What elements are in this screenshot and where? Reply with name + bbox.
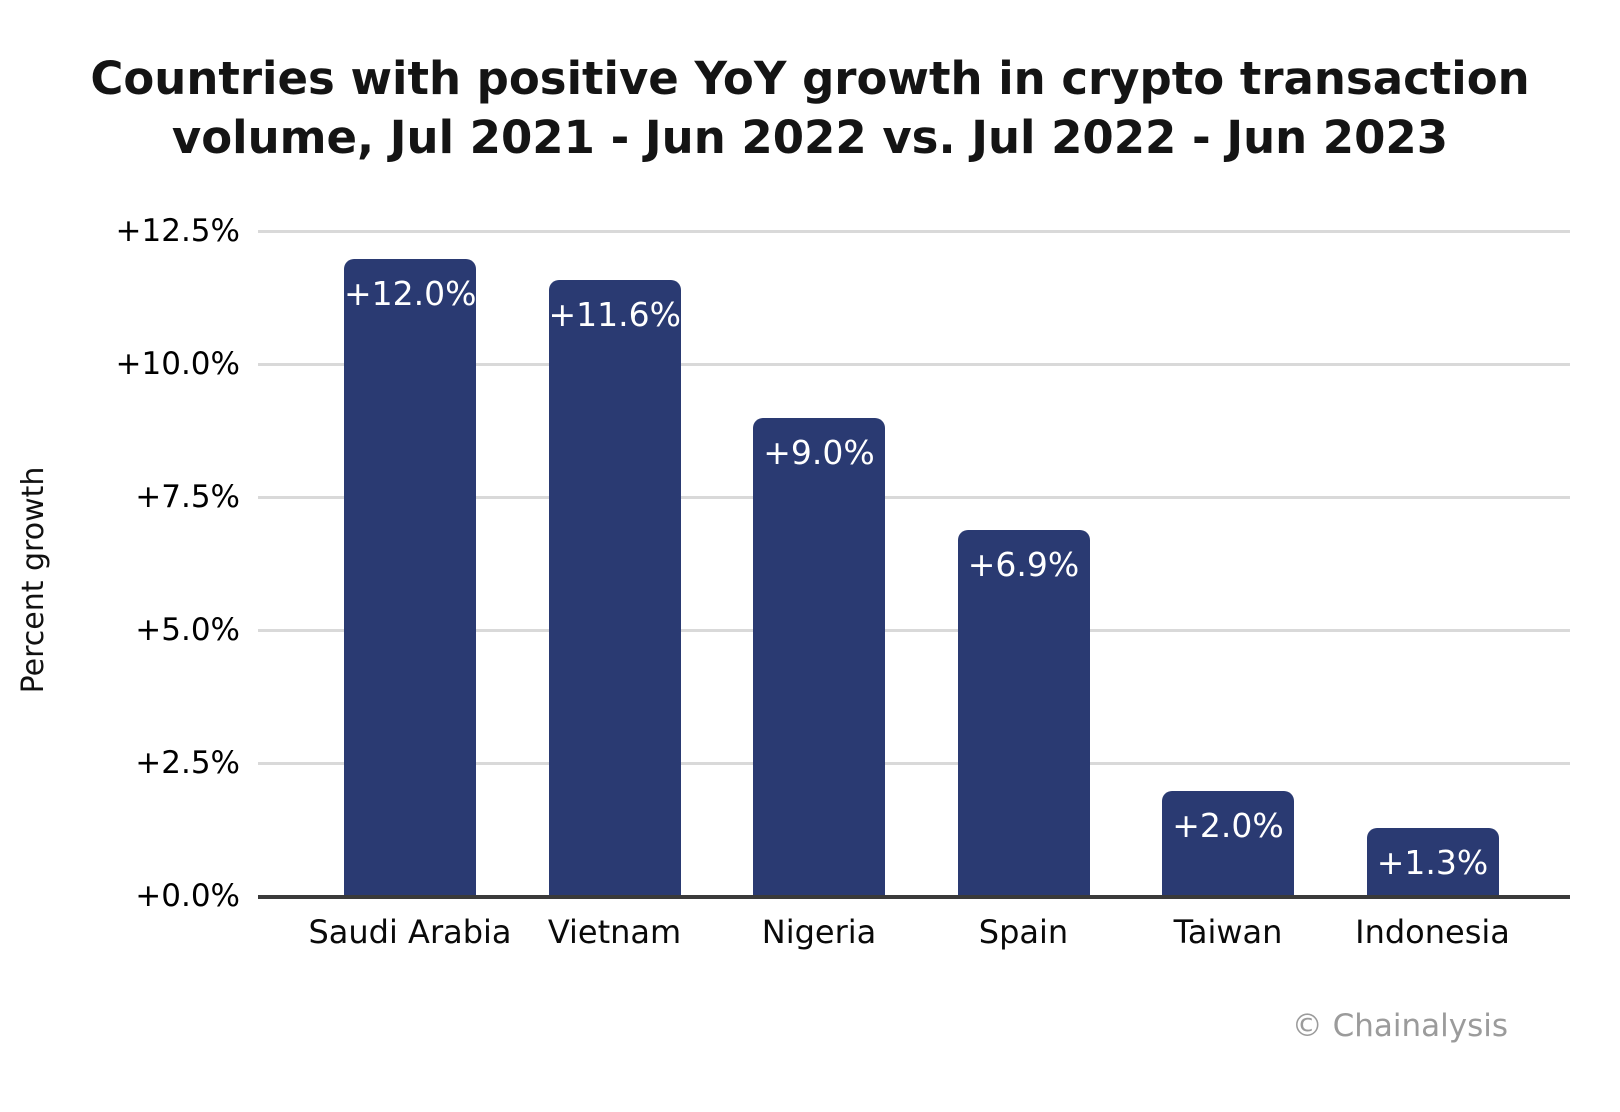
bar-value-label: +2.0%: [1172, 805, 1284, 845]
bar-nigeria: +9.0%: [753, 418, 885, 897]
gridline: [258, 762, 1570, 765]
gridline: [258, 230, 1570, 233]
x-tick-label: Saudi Arabia: [308, 913, 512, 951]
gridline: [258, 363, 1570, 366]
chart-title-line2: volume, Jul 2021 - Jun 2022 vs. Jul 2022…: [171, 110, 1449, 164]
bar-taiwan: +2.0%: [1162, 790, 1294, 897]
chart-title-line1: Countries with positive YoY growth in cr…: [90, 52, 1530, 105]
y-tick-label: +2.5%: [135, 745, 240, 781]
gridline: [258, 629, 1570, 632]
y-tick-label: +5.0%: [135, 612, 240, 648]
bar-vietnam: +11.6%: [548, 279, 681, 897]
x-tick-label: Nigeria: [761, 913, 877, 951]
credit-watermark: © Chainalysis: [1291, 1008, 1508, 1044]
bar-value-label: +6.9%: [967, 544, 1080, 584]
bar-value-label: +12.0%: [344, 273, 477, 313]
chart-title: Countries with positive YoY growth in cr…: [0, 50, 1620, 167]
y-tick-label: +0.0%: [135, 878, 240, 914]
bar-value-label: +1.3%: [1376, 842, 1489, 882]
gridline: [258, 496, 1570, 499]
x-tick-label: Spain: [978, 913, 1069, 951]
y-tick-labels: +0.0% +2.5% +5.0% +7.5% +10.0% +12.5%: [0, 0, 240, 1112]
bar-value-label: +11.6%: [548, 294, 681, 334]
bar-value-label: +9.0%: [763, 433, 875, 473]
x-tick-labels: Saudi Arabia Vietnam Nigeria Spain Taiwan Ind…: [0, 913, 1620, 963]
x-axis-line: [258, 895, 1570, 899]
x-tick-label: Vietnam: [547, 913, 682, 951]
y-tick-label: +12.5%: [115, 213, 240, 249]
y-tick-label: +10.0%: [115, 346, 240, 382]
bar-saudi-arabia: +12.0%: [344, 258, 477, 897]
bar-spain: +6.9%: [957, 529, 1090, 897]
bar-indonesia: +1.3%: [1366, 827, 1499, 897]
x-tick-label: Indonesia: [1355, 913, 1510, 951]
x-tick-label: Taiwan: [1173, 913, 1283, 951]
y-tick-label: +7.5%: [135, 479, 240, 515]
plot-area: +12.0% +11.6% +9.0% +6.9% +2.0% +1.3%: [258, 230, 1570, 899]
